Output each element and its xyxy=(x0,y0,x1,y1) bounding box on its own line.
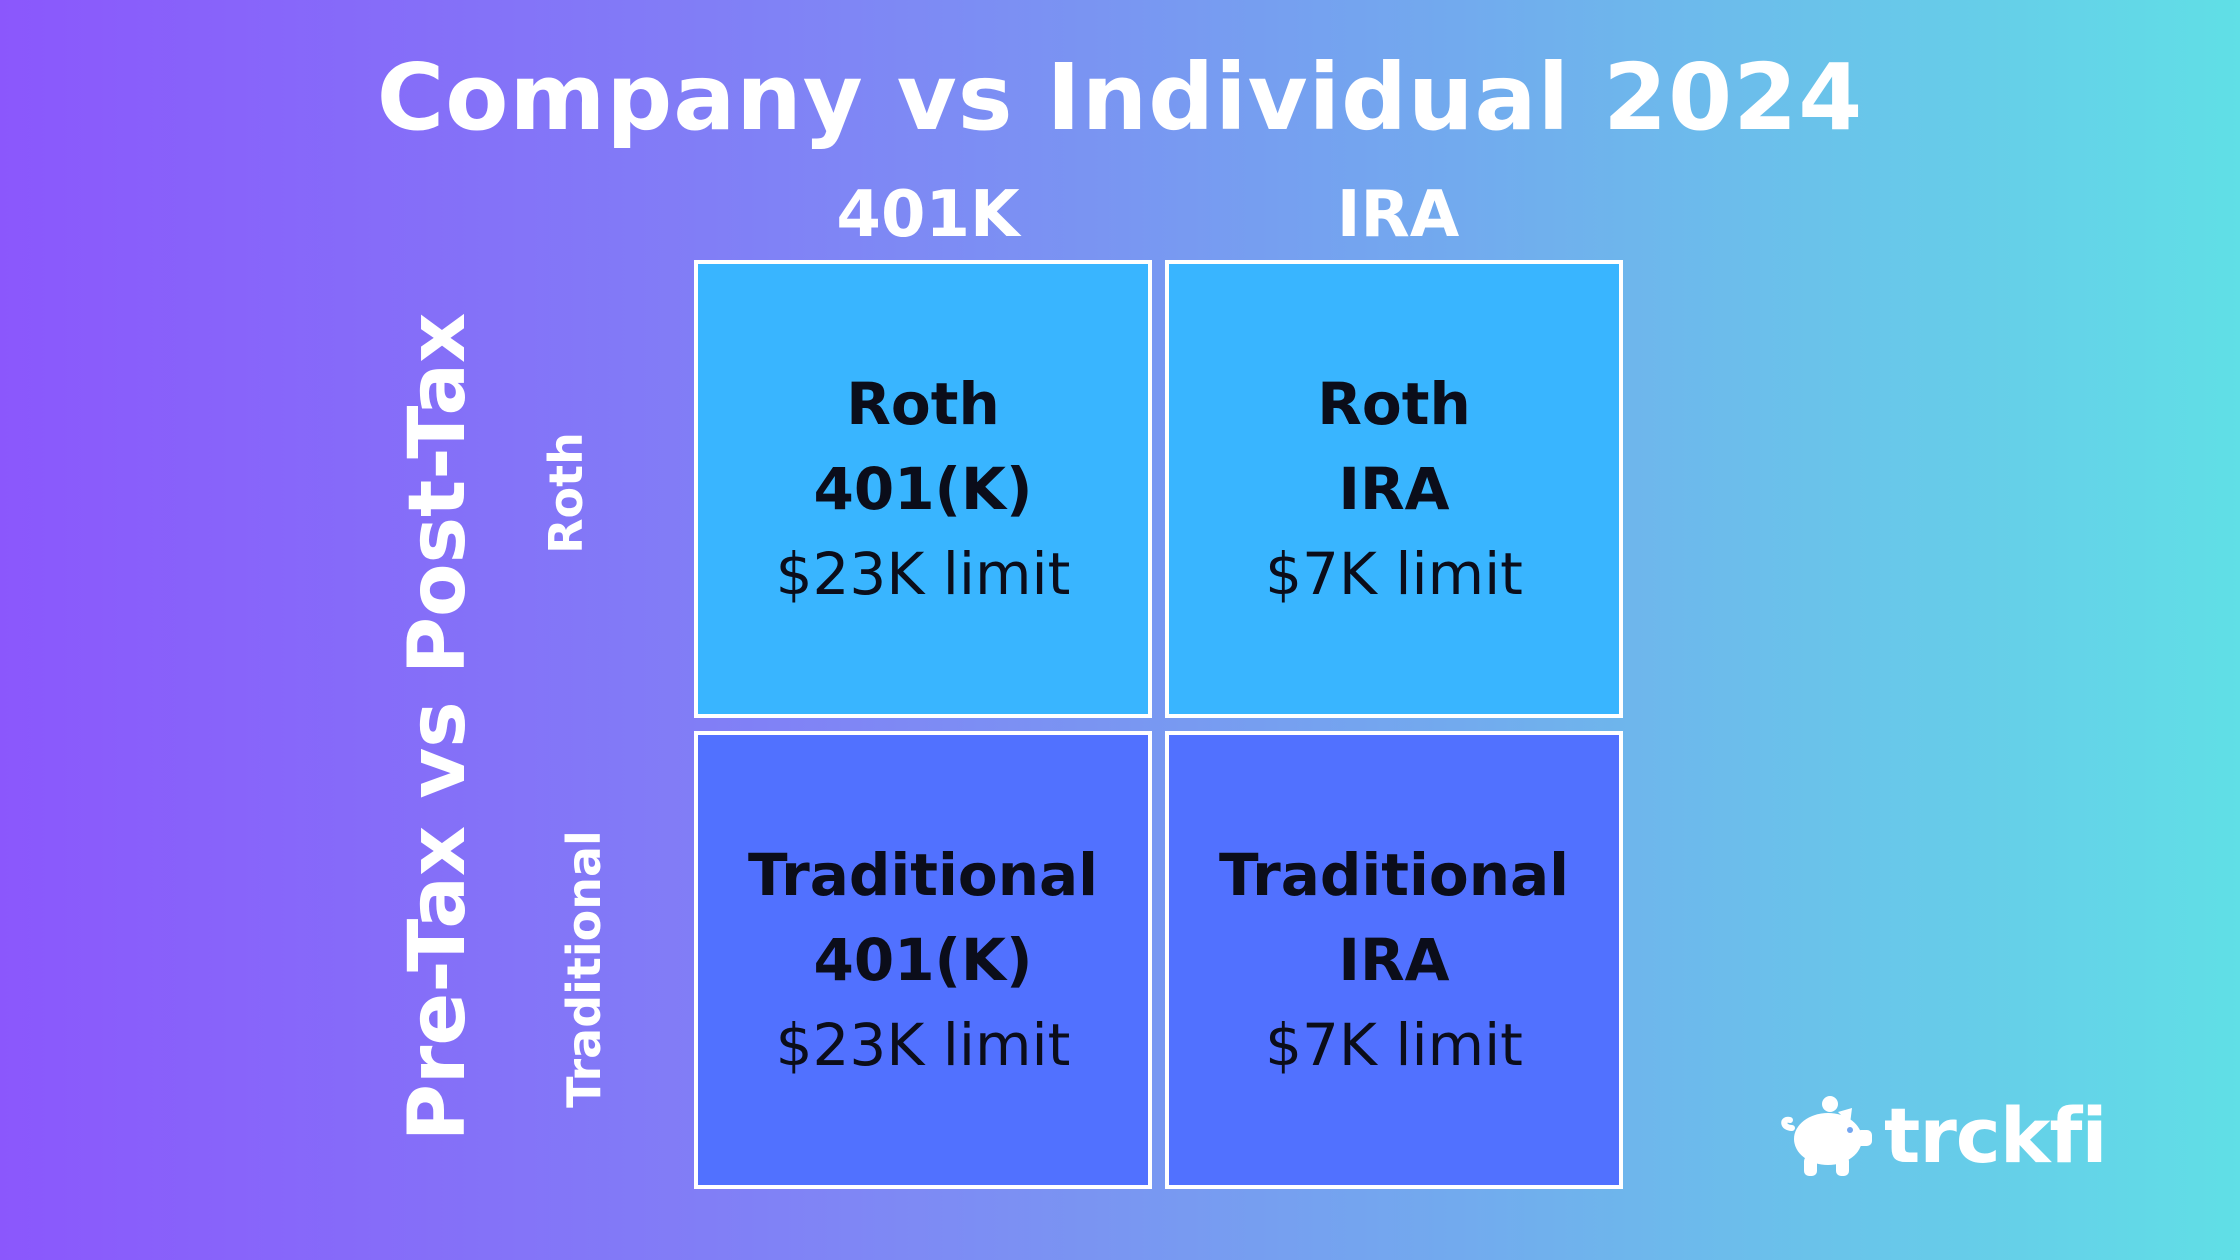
row-header-traditional: Traditional xyxy=(557,830,611,1108)
cell-type: Roth xyxy=(1317,369,1471,438)
cell-type: Traditional xyxy=(747,840,1099,909)
row-header-roth: Roth xyxy=(539,432,593,554)
column-header-401k: 401K xyxy=(836,178,1020,252)
cell-traditional-ira: Traditional IRA $7K limit xyxy=(1165,731,1623,1189)
cell-limit: $7K limit xyxy=(1265,539,1523,608)
piggy-bank-icon xyxy=(1781,1096,1872,1176)
cell-roth-401k: Roth 401(K) $23K limit xyxy=(694,260,1152,718)
cell-account: IRA xyxy=(1338,925,1450,994)
brand-name: trckfi xyxy=(1884,1091,2108,1180)
cell-type: Roth xyxy=(846,369,1000,438)
row-axis-label: Pre-Tax vs Post-Tax xyxy=(393,312,483,1142)
cell-account: 401(K) xyxy=(813,925,1033,994)
cell-limit: $23K limit xyxy=(775,1010,1071,1079)
cell-roth-ira: Roth IRA $7K limit xyxy=(1165,260,1623,718)
cell-type: Traditional xyxy=(1218,840,1570,909)
cell-limit: $7K limit xyxy=(1265,1010,1523,1079)
column-header-ira: IRA xyxy=(1336,178,1460,252)
cell-limit: $23K limit xyxy=(775,539,1071,608)
cell-account: IRA xyxy=(1338,454,1450,523)
page-title: Company vs Individual 2024 xyxy=(376,44,1864,151)
cell-traditional-401k: Traditional 401(K) $23K limit xyxy=(694,731,1152,1189)
brand-logo: trckfi xyxy=(1780,1090,2108,1182)
cell-account: 401(K) xyxy=(813,454,1033,523)
